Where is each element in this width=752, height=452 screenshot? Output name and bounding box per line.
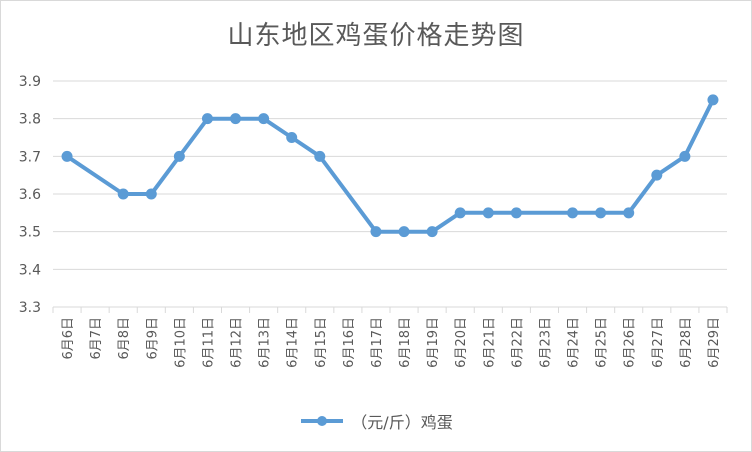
data-point — [510, 207, 522, 219]
data-point — [314, 150, 326, 162]
x-tick-label: 6月21日 — [482, 317, 497, 368]
data-point — [286, 132, 298, 143]
x-tick-label: 6月26日 — [623, 317, 638, 368]
x-tick-label: 6月7日 — [89, 317, 104, 360]
data-point — [398, 226, 410, 238]
data-point — [258, 113, 270, 125]
legend-label: （元/斤）鸡蛋 — [351, 413, 453, 432]
y-tick-label: 3.8 — [19, 112, 41, 128]
line-chart: 3.3 3.4 3.5 3.6 3.7 3.8 3.9 6月6日 6月7日 6月8日 6月9日 6月1… — [19, 74, 728, 368]
data-point — [145, 188, 157, 200]
y-tick-label: 3.6 — [19, 187, 41, 203]
x-tick-label: 6月17日 — [370, 317, 385, 368]
x-tick-label: 6月29日 — [707, 317, 722, 368]
y-tick-label: 3.7 — [19, 149, 41, 165]
data-point — [117, 188, 129, 200]
data-point — [370, 226, 382, 238]
data-point — [679, 150, 691, 162]
data-point — [230, 113, 242, 125]
x-tick-label: 6月19日 — [426, 317, 441, 368]
data-point — [482, 207, 494, 219]
data-point — [426, 226, 438, 238]
x-tick-label: 6月22日 — [510, 317, 525, 368]
x-tick-label: 6月20日 — [454, 317, 469, 368]
data-point — [595, 207, 607, 219]
y-tick-label: 3.4 — [19, 262, 41, 278]
data-point — [454, 207, 466, 219]
x-tick-label: 6月27日 — [651, 317, 666, 368]
legend: （元/斤）鸡蛋 — [1, 409, 751, 433]
x-tick-label: 6月13日 — [258, 317, 273, 368]
x-tick-label: 6月8日 — [117, 317, 132, 360]
x-tick-label: 6月9日 — [145, 317, 160, 360]
x-tick-label: 6月23日 — [538, 317, 553, 368]
x-tick-label: 6月18日 — [398, 317, 413, 368]
y-tick-label: 3.9 — [19, 74, 41, 90]
data-point — [201, 113, 213, 125]
x-tick-label: 6月16日 — [342, 317, 357, 368]
x-tick-label: 6月10日 — [173, 317, 188, 368]
x-tick-label: 6月28日 — [679, 317, 694, 368]
data-point — [623, 207, 635, 219]
x-tick-label: 6月6日 — [61, 317, 76, 360]
y-tick-label: 3.5 — [19, 225, 41, 241]
x-tick-label: 6月14日 — [286, 317, 301, 368]
x-tick-label: 6月11日 — [201, 317, 216, 368]
x-tick-label: 6月25日 — [595, 317, 610, 368]
y-tick-label: 3.3 — [19, 300, 41, 316]
legend-swatch — [301, 416, 344, 426]
x-tick-label: 6月24日 — [567, 317, 582, 368]
chart-title: 山东地区鸡蛋价格走势图 — [227, 21, 525, 51]
data-point — [567, 207, 579, 219]
data-point — [707, 94, 719, 106]
data-point — [651, 169, 663, 181]
x-tick-label: 6月15日 — [314, 317, 329, 368]
x-tick-label: 6月12日 — [230, 317, 245, 368]
data-point — [173, 150, 185, 162]
series-line — [65, 97, 715, 234]
data-point — [61, 150, 73, 162]
